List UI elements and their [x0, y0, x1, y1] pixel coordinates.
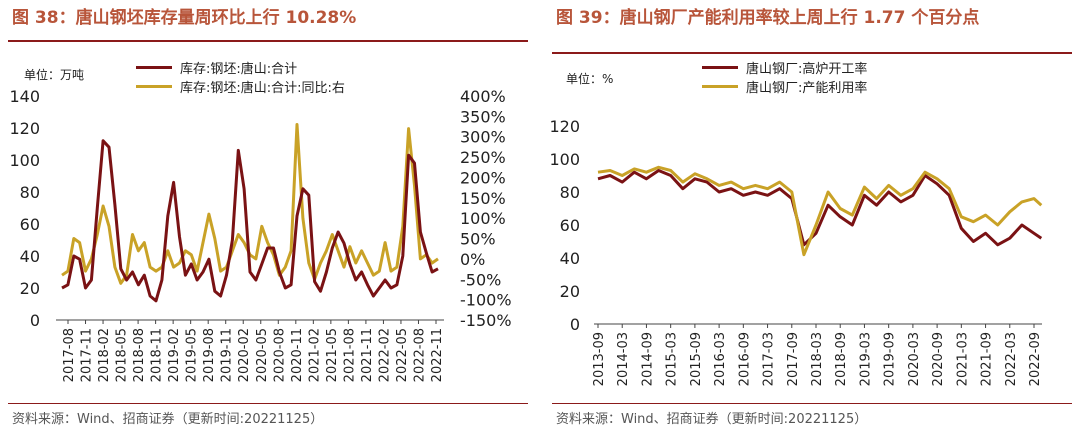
x-tick-label: 2019-05 — [185, 328, 200, 382]
x-tick-label: 2016-03 — [713, 332, 728, 386]
figure-title-right: 图 39：唐山钢厂产能利用率较上周上行 1.77 个百分点 — [556, 8, 980, 28]
legend-label-capacity: 唐山钢厂:产能利用率 — [746, 81, 868, 96]
y-tick-label-left: 40 — [20, 247, 40, 266]
series-line-blast-furnace — [597, 169, 1043, 247]
x-tick-label: 2021-05 — [325, 328, 340, 382]
x-tick-label: 2022-11 — [430, 328, 445, 382]
x-tick-label: 2020-09 — [931, 332, 946, 386]
x-tick-label: 2018-05 — [115, 328, 130, 382]
legend-label-blast-furnace: 唐山钢厂:高炉开工率 — [746, 62, 868, 77]
y-tick-label: 20 — [560, 282, 580, 301]
x-tick-label: 2020-05 — [255, 328, 270, 382]
x-tick-label: 2019-08 — [202, 328, 217, 382]
legend-swatch-yoy — [136, 85, 172, 88]
y-tick-label: 0 — [570, 315, 580, 334]
y-tick-label-left: 20 — [20, 279, 40, 298]
x-tick-label: 2022-02 — [377, 328, 392, 382]
x-tick-label: 2014-09 — [640, 332, 655, 386]
x-tick-label: 2016-09 — [737, 332, 752, 386]
legend-label-inventory: 库存:钢坯:唐山:合计 — [180, 62, 298, 77]
chart-panel-left: 图 38：唐山钢坯库存量周环比上行 10.28% 单位：万吨 库存:钢坯:唐山:… — [8, 0, 528, 430]
x-tick-label: 2020-08 — [272, 328, 287, 382]
y-tick-label-right: 100% — [460, 209, 506, 228]
y-tick-label-right: 50% — [460, 230, 496, 249]
y-tick-label: 120 — [549, 117, 580, 136]
x-tick-label: 2021-03 — [955, 332, 970, 386]
legend-swatch-inventory — [136, 66, 172, 69]
title-rule-left — [8, 40, 528, 42]
x-tick-label: 2019-02 — [167, 328, 182, 382]
x-tick-label: 2022-05 — [395, 328, 410, 382]
y-tick-label-right: 150% — [460, 189, 506, 208]
x-tick-label: 2017-11 — [80, 328, 95, 382]
x-tick-label: 2022-08 — [412, 328, 427, 382]
figure-title-left: 图 38：唐山钢坯库存量周环比上行 10.28% — [12, 8, 357, 28]
legend-left: 库存:钢坯:唐山:合计 库存:钢坯:唐山:合计:同比:右 — [136, 58, 345, 96]
y-tick-label-left: 80 — [20, 183, 40, 202]
x-tick-label: 2018-08 — [132, 328, 147, 382]
x-tick-label: 2021-11 — [360, 328, 375, 382]
title-rule-right — [552, 52, 1072, 54]
x-tick-label: 2019-11 — [220, 328, 235, 382]
x-tick-label: 2015-09 — [689, 332, 704, 386]
bottom-rule-left — [8, 403, 528, 404]
unit-label-right: 单位：% — [566, 72, 614, 86]
y-tick-label-right: -100% — [460, 291, 512, 310]
y-tick-label-right: 200% — [460, 168, 506, 187]
legend-item-blast-furnace: 唐山钢厂:高炉开工率 — [702, 58, 867, 77]
x-tick-label: 2022-09 — [1028, 332, 1043, 386]
y-tick-label-right: 0% — [460, 250, 485, 269]
x-tick-label: 2020-02 — [237, 328, 252, 382]
series-line-inventory — [61, 139, 439, 303]
y-tick-label-right: 400% — [460, 87, 506, 106]
chart-left: 0 20 40 60 80 100 120 140 -150%-100% -50%0%50% 100… — [9, 87, 512, 382]
chart-panel-right: 图 39：唐山钢厂产能利用率较上周上行 1.77 个百分点 单位：% 唐山钢厂:… — [549, 0, 1072, 430]
x-tick-label: 2015-03 — [665, 332, 680, 386]
x-tick-label: 2017-08 — [62, 328, 77, 382]
y-tick-label: 100 — [549, 150, 580, 169]
unit-label-left: 单位：万吨 — [24, 68, 85, 82]
source-note-right: 资料来源：Wind、招商证券（更新时间:20221125） — [556, 412, 868, 427]
legend-right: 唐山钢厂:高炉开工率 唐山钢厂:产能利用率 — [702, 58, 867, 96]
x-tick-label: 2022-03 — [1004, 332, 1019, 386]
x-tick-label: 2018-09 — [834, 332, 849, 386]
x-tick-label: 2019-09 — [883, 332, 898, 386]
y-tick-label: 40 — [560, 249, 580, 268]
y-tick-label-right: 300% — [460, 128, 506, 147]
series-line-capacity — [597, 165, 1043, 257]
y-tick-label: 80 — [560, 183, 580, 202]
y-tick-label-left: 60 — [20, 215, 40, 234]
y-tick-label-left: 0 — [30, 311, 40, 330]
legend-item-capacity: 唐山钢厂:产能利用率 — [702, 77, 867, 96]
x-tick-label: 2013-09 — [592, 332, 607, 386]
y-tick-label-right: -50% — [460, 270, 501, 289]
legend-label-yoy: 库存:钢坯:唐山:合计:同比:右 — [180, 81, 345, 96]
x-tick-label: 2021-02 — [307, 328, 322, 382]
chart-right: 0 20 40 60 80 100 120 2013-09 2014-03 2014-09 2015… — [549, 117, 1043, 386]
y-tick-label-right: 250% — [460, 148, 506, 167]
x-tick-label: 2020-11 — [290, 328, 305, 382]
y-tick-label-left: 100 — [9, 151, 40, 170]
y-tick-label: 60 — [560, 216, 580, 235]
legend-item-inventory: 库存:钢坯:唐山:合计 — [136, 58, 345, 77]
x-tick-label: 2018-11 — [150, 328, 165, 382]
y-tick-label-right: -150% — [460, 311, 512, 330]
x-tick-label: 2020-03 — [907, 332, 922, 386]
x-tick-label: 2017-03 — [762, 332, 777, 386]
x-tick-label: 2019-03 — [858, 332, 873, 386]
y-tick-label-right: 350% — [460, 107, 506, 126]
x-tick-label: 2021-09 — [980, 332, 995, 386]
legend-swatch-capacity — [702, 85, 738, 88]
legend-swatch-blast-furnace — [702, 66, 738, 69]
source-note-left: 资料来源：Wind、招商证券（更新时间:20221125） — [12, 412, 324, 427]
x-tick-label: 2017-09 — [786, 332, 801, 386]
y-tick-label-left: 140 — [9, 87, 40, 106]
bottom-rule-right — [552, 403, 1072, 404]
x-tick-label: 2018-02 — [97, 328, 112, 382]
legend-item-yoy: 库存:钢坯:唐山:合计:同比:右 — [136, 77, 345, 96]
x-tick-label: 2018-03 — [810, 332, 825, 386]
x-tick-label: 2014-03 — [616, 332, 631, 386]
x-tick-label: 2021-08 — [342, 328, 357, 382]
y-tick-label-left: 120 — [9, 119, 40, 138]
